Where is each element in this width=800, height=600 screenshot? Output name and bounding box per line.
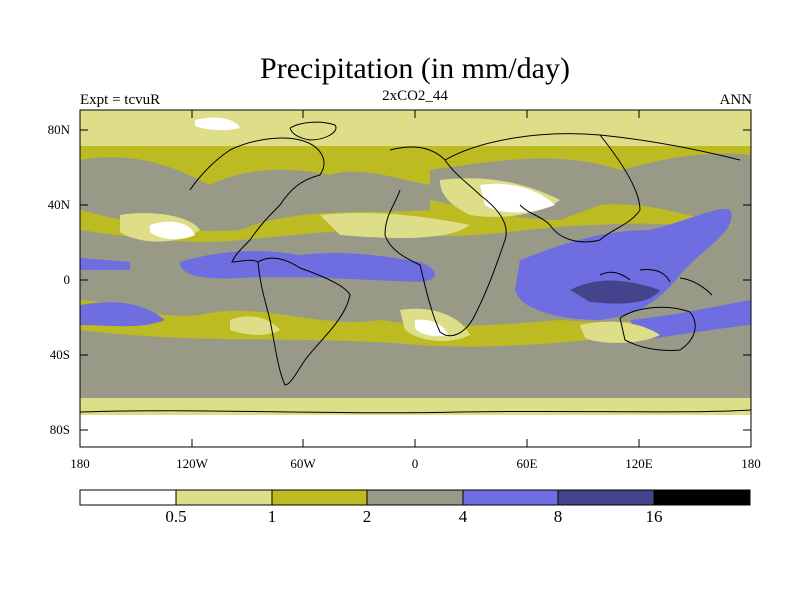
chart-subtitle: 2xCO2_44 bbox=[382, 88, 448, 104]
colorbar-label-0.5: 0.5 bbox=[165, 507, 187, 526]
xtick-60E: 60E bbox=[516, 456, 538, 471]
field-dry-arctic-canada bbox=[195, 117, 240, 131]
colorbar-swatch-0.5-1 bbox=[175, 489, 273, 506]
precip-field bbox=[80, 110, 751, 447]
field-maritime-continent-max bbox=[570, 280, 660, 304]
experiment-label: Expt = tcvuR bbox=[80, 92, 161, 108]
tick-marks bbox=[80, 110, 751, 447]
xtick-120E: 120E bbox=[625, 456, 653, 471]
xtick-180-east: 180 bbox=[741, 456, 761, 471]
field-indo-pacific-warm-pool bbox=[515, 209, 732, 320]
field-south-light bbox=[80, 398, 751, 418]
coast-asia bbox=[444, 133, 741, 243]
field-dry-australia bbox=[580, 321, 660, 343]
colorbar-label-4: 4 bbox=[458, 507, 468, 526]
xtick-120W: 120W bbox=[176, 456, 208, 471]
xtick-0: 0 bbox=[411, 456, 419, 471]
coast-australia bbox=[619, 306, 696, 351]
ytick-80S: 80S bbox=[49, 422, 70, 437]
colorbar-swatch-lt-0.5 bbox=[79, 489, 177, 506]
ytick-0: 0 bbox=[63, 272, 71, 287]
field-north-pacific-grey bbox=[80, 157, 430, 231]
colorbar-swatch-2-4 bbox=[366, 489, 464, 506]
colorbar-label-8: 8 bbox=[553, 507, 563, 526]
field-dry-california bbox=[150, 221, 195, 240]
ytick-40N: 40N bbox=[47, 197, 70, 212]
field-dry-se-pacific bbox=[230, 316, 280, 335]
coastlines bbox=[80, 121, 751, 414]
field-spcz-east bbox=[630, 300, 751, 340]
ytick-80N: 80N bbox=[47, 122, 70, 137]
xtick-180-west: 180 bbox=[70, 456, 90, 471]
colorbar-swatch-1-2 bbox=[271, 489, 368, 506]
field-itcz-atlantic-pacific bbox=[180, 250, 435, 282]
coast-africa-europe bbox=[384, 146, 507, 337]
field-itcz-west bbox=[80, 258, 130, 270]
colorbar-label-1: 1 bbox=[267, 507, 277, 526]
colorbar-swatch-8-16 bbox=[557, 489, 655, 506]
season-label: ANN bbox=[719, 92, 753, 108]
xtick-60W: 60W bbox=[290, 456, 316, 471]
ytick-40S: 40S bbox=[49, 347, 70, 362]
field-dry-sahara bbox=[480, 183, 555, 213]
coast-north-america bbox=[189, 137, 325, 263]
coast-indonesia bbox=[599, 269, 713, 296]
colorbar-swatch-gt-16 bbox=[653, 489, 751, 506]
colorbar-label-16: 16 bbox=[645, 507, 663, 526]
coast-south-america bbox=[257, 257, 351, 386]
field-spcz-west bbox=[80, 302, 165, 327]
colorbar-label-2: 2 bbox=[362, 507, 372, 526]
chart-title: Precipitation (in mm/day) bbox=[260, 52, 570, 85]
colorbar-swatch-4-8 bbox=[462, 489, 559, 506]
colorbar bbox=[79, 489, 751, 506]
field-dry-north-atlantic-subtropics bbox=[320, 213, 470, 238]
coast-greenland bbox=[289, 121, 337, 141]
coast-antarctica bbox=[80, 409, 751, 414]
field-south-storm-track bbox=[80, 325, 751, 400]
